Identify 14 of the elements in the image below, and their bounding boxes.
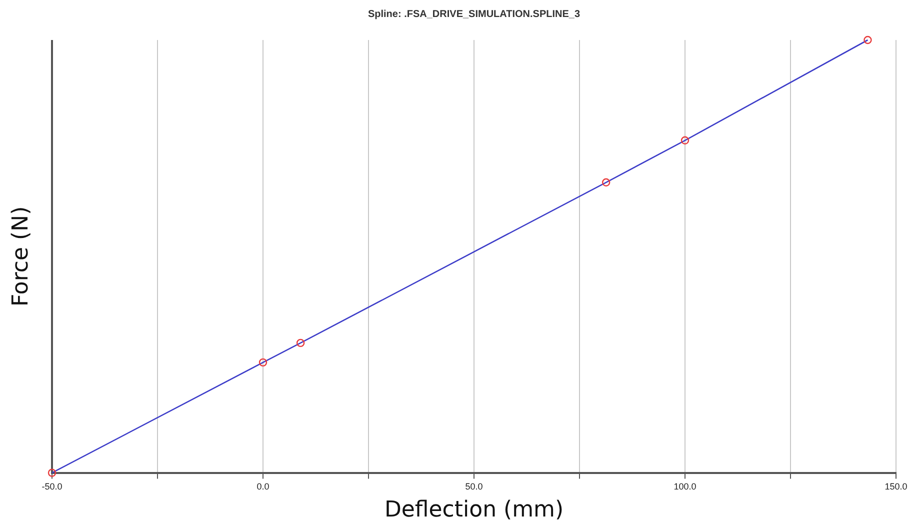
point bbox=[48, 468, 56, 477]
chart-title: Spline: .FSA_DRIVE_SIMULATION.SPLINE_3 bbox=[368, 8, 580, 20]
point bbox=[602, 178, 610, 186]
x-tick-label: 150.0 bbox=[884, 482, 908, 492]
point bbox=[258, 358, 268, 367]
x-tick-label: 0.0 bbox=[256, 482, 270, 492]
point bbox=[296, 338, 305, 348]
x-tick-label: -50.0 bbox=[42, 482, 62, 492]
x-tick-label: 100.0 bbox=[674, 482, 696, 492]
point bbox=[680, 136, 690, 145]
x-tick-label: 50.0 bbox=[465, 482, 483, 492]
point bbox=[864, 36, 872, 44]
x-axis-title: Deflection (mm) bbox=[384, 498, 564, 523]
y-axis-title: Force (N) bbox=[8, 206, 34, 306]
